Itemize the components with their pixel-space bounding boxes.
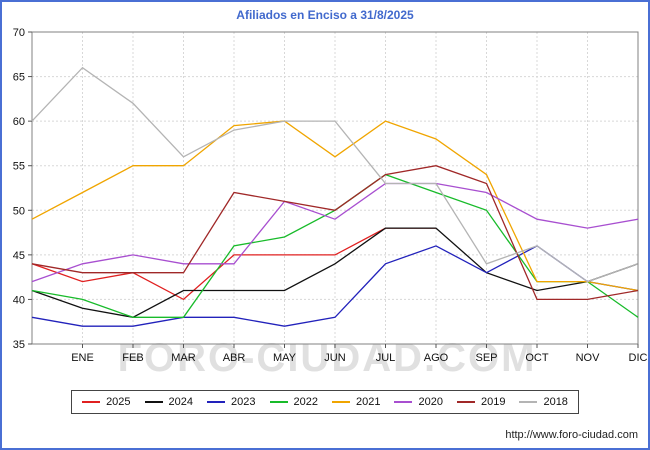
svg-text:OCT: OCT: [525, 352, 549, 364]
legend-item-2018: 2018: [519, 396, 568, 408]
svg-text:55: 55: [13, 161, 25, 173]
legend-item-2019: 2019: [456, 396, 506, 408]
legend-label: 2018: [543, 396, 568, 408]
legend-swatch-2021: [332, 401, 350, 403]
svg-text:50: 50: [13, 205, 25, 217]
legend-swatch-2023: [207, 401, 226, 403]
legend-label: 2024: [168, 396, 194, 408]
chart-title: Afiliados en Enciso a 31/8/2025: [236, 8, 414, 22]
legend-item-2023: 2023: [207, 396, 256, 408]
legend-label: 2022: [293, 396, 318, 408]
svg-text:JUL: JUL: [376, 352, 396, 364]
svg-text:SEP: SEP: [475, 352, 497, 364]
legend-swatch-2018: [519, 401, 538, 403]
line-chart: 35 40 45 50 55 60 65 70 ENE FEB MAR ABR MAY JUN JUL AGO…: [13, 27, 648, 364]
legend-item-2024: 2024: [144, 396, 194, 408]
svg-text:40: 40: [13, 294, 25, 306]
legend-swatch-2024: [144, 401, 163, 403]
legend-swatch-2022: [269, 401, 288, 403]
svg-text:35: 35: [13, 339, 25, 351]
svg-text:45: 45: [13, 250, 25, 262]
svg-text:DIC: DIC: [629, 352, 648, 364]
legend-swatch-2019: [456, 401, 475, 403]
legend-label: 2019: [480, 396, 506, 408]
svg-text:ENE: ENE: [71, 352, 94, 364]
svg-text:MAR: MAR: [171, 352, 196, 364]
svg-text:NOV: NOV: [576, 352, 601, 364]
svg-text:JUN: JUN: [324, 352, 345, 364]
legend-label: 2025: [106, 396, 131, 408]
svg-text:65: 65: [13, 72, 25, 84]
footer-link[interactable]: http://www.foro-ciudad.com: [505, 429, 638, 441]
svg-text:ABR: ABR: [223, 352, 246, 364]
legend-item-2022: 2022: [269, 396, 318, 408]
legend-swatch-2020: [394, 401, 413, 403]
legend-item-2021: 2021: [332, 396, 380, 408]
legend-label: 2021: [356, 396, 381, 408]
legend: 2025 2024 2023 2022 2021 2020 2019 2018: [71, 390, 579, 414]
legend-swatch-2025: [82, 401, 101, 403]
legend-label: 2020: [418, 396, 443, 408]
svg-text:60: 60: [13, 116, 25, 128]
svg-text:MAY: MAY: [273, 352, 297, 364]
legend-label: 2023: [231, 396, 256, 408]
svg-text:FEB: FEB: [122, 352, 143, 364]
chart-area: FORO-CIUDAD.COM 35 40 45 50 55 60 65 70 ENE FEB MA…: [2, 24, 648, 380]
legend-item-2020: 2020: [394, 396, 443, 408]
legend-item-2025: 2025: [82, 396, 131, 408]
svg-text:70: 70: [13, 27, 25, 39]
svg-text:AGO: AGO: [424, 352, 449, 364]
